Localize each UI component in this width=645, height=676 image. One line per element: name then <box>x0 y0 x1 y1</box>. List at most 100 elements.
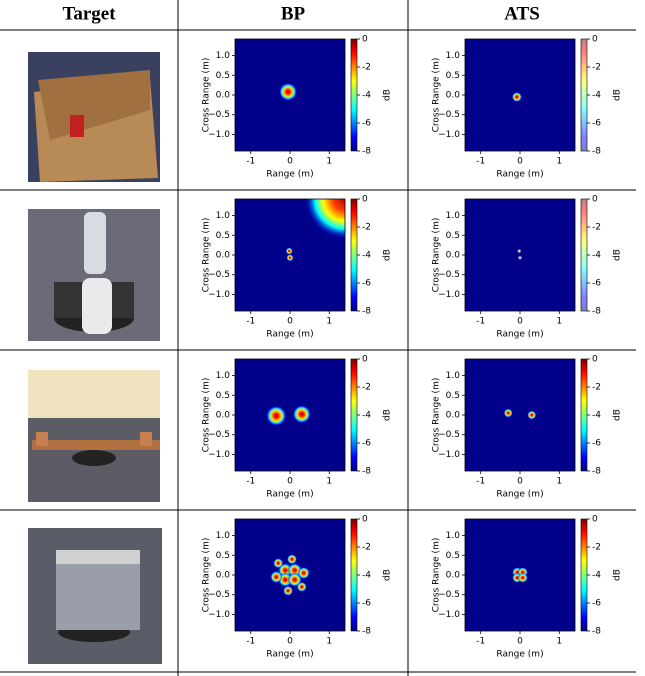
y-tick-label: 1.0 <box>216 371 231 381</box>
x-axis-label: Range (m) <box>266 490 313 500</box>
colorbar-tick-label: -2 <box>592 383 601 393</box>
heatmap-background <box>235 359 345 471</box>
colorbar <box>351 519 357 631</box>
y-tick-label: 0.5 <box>216 551 230 561</box>
y-tick-label: 1.0 <box>216 51 231 61</box>
y-axis-label: Cross Range (m) <box>432 58 442 133</box>
y-tick-label: 0.5 <box>446 551 460 561</box>
colorbar-tick-label: 0 <box>362 195 368 205</box>
x-tick-label: -1 <box>246 317 255 327</box>
y-tick-label: −0.5 <box>208 430 230 440</box>
y-axis-label: Cross Range (m) <box>202 58 212 133</box>
colorbar-tick-label: -4 <box>592 251 601 261</box>
x-axis-label: Range (m) <box>266 330 313 340</box>
x-axis-label: Range (m) <box>266 170 313 180</box>
target-blob <box>273 558 284 569</box>
colorbar-label: dB <box>383 409 393 421</box>
colorbar-tick-label: -4 <box>592 91 601 101</box>
heatmap-image <box>235 39 345 151</box>
colorbar-tick-label: -2 <box>362 223 371 233</box>
colorbar-tick-label: -8 <box>362 307 371 317</box>
colorbar-tick-label: -6 <box>362 599 371 609</box>
colorbar-tick-label: -4 <box>592 411 601 421</box>
target-blob <box>285 247 293 255</box>
target-blob <box>270 570 283 583</box>
y-tick-label: −1.0 <box>438 290 460 300</box>
heatmap-plot: -1 0 1 1.0 0.5 0.0 −0.5 −1.0 Range (m) Cross Rang… <box>432 35 623 180</box>
colorbar-tick-label: -8 <box>362 627 371 637</box>
target-blob <box>517 255 523 261</box>
y-tick-label: 0.5 <box>216 391 230 401</box>
colorbar-label: dB <box>613 409 623 421</box>
colorbar-tick-label: -4 <box>592 571 601 581</box>
heatmap-plot: -1 0 1 1.0 0.5 0.0 −0.5 −1.0 Range (m) Cross Rang… <box>202 35 393 180</box>
x-tick-label: 0 <box>287 157 293 167</box>
colorbar-tick-label: -4 <box>362 411 371 421</box>
colorbar-label: dB <box>383 89 393 101</box>
colorbar-tick-label: -8 <box>592 467 601 477</box>
heatmap-image <box>235 199 345 311</box>
colorbar <box>581 39 587 151</box>
x-tick-label: -1 <box>476 317 485 327</box>
heatmap-plot: -1 0 1 1.0 0.5 0.0 −0.5 −1.0 Range (m) Cross Rang… <box>202 355 393 500</box>
x-tick-label: 1 <box>556 637 562 647</box>
y-tick-label: 1.0 <box>216 531 231 541</box>
colorbar <box>351 359 357 471</box>
y-tick-label: −0.5 <box>208 590 230 600</box>
photo-rod <box>28 370 160 502</box>
x-tick-label: 1 <box>326 477 332 487</box>
y-tick-label: 0.0 <box>446 91 461 101</box>
colorbar-label: dB <box>383 569 393 581</box>
y-tick-label: 0.5 <box>446 391 460 401</box>
colorbar-tick-label: -6 <box>362 279 371 289</box>
heatmap-image <box>465 519 575 631</box>
x-tick-label: 1 <box>326 317 332 327</box>
y-axis-label: Cross Range (m) <box>202 538 212 613</box>
colorbar-tick-label: 0 <box>592 355 598 365</box>
colorbar-tick-label: 0 <box>362 355 368 365</box>
target-blob <box>503 408 513 418</box>
colorbar-tick-label: -8 <box>362 147 371 157</box>
colorbar-label: dB <box>613 89 623 101</box>
y-tick-label: −1.0 <box>208 290 230 300</box>
heatmap-plot: -1 0 1 1.0 0.5 0.0 −0.5 −1.0 Range (m) Cross Rang… <box>202 195 393 340</box>
y-axis-label: Cross Range (m) <box>432 378 442 453</box>
y-tick-label: 1.0 <box>446 371 461 381</box>
y-tick-label: −0.5 <box>438 430 460 440</box>
x-axis-label: Range (m) <box>496 170 543 180</box>
y-tick-label: 0.5 <box>216 231 230 241</box>
x-tick-label: 0 <box>517 477 523 487</box>
x-tick-label: -1 <box>476 637 485 647</box>
target-blob <box>292 405 311 424</box>
x-tick-label: 1 <box>556 157 562 167</box>
header: BP <box>281 3 306 24</box>
y-tick-label: −1.0 <box>208 450 230 460</box>
y-tick-label: −1.0 <box>208 130 230 140</box>
y-tick-label: −0.5 <box>438 590 460 600</box>
colorbar-tick-label: -2 <box>592 543 601 553</box>
x-tick-label: -1 <box>246 157 255 167</box>
x-tick-label: -1 <box>476 477 485 487</box>
target-blob <box>517 572 528 583</box>
target-blob <box>527 410 537 420</box>
heatmap-image <box>235 519 345 631</box>
x-tick-label: 1 <box>326 637 332 647</box>
photo-box-turntable <box>28 528 162 664</box>
y-tick-label: −0.5 <box>438 270 460 280</box>
y-tick-label: 0.0 <box>216 411 231 421</box>
target-blob <box>266 405 287 426</box>
colorbar-tick-label: -6 <box>592 439 601 449</box>
x-tick-label: -1 <box>476 157 485 167</box>
y-axis-label: Cross Range (m) <box>202 218 212 293</box>
colorbar <box>351 199 357 311</box>
x-tick-label: 0 <box>517 317 523 327</box>
y-tick-label: −0.5 <box>438 110 460 120</box>
y-tick-label: −1.0 <box>438 450 460 460</box>
y-tick-label: 0.5 <box>446 231 460 241</box>
colorbar-tick-label: 0 <box>592 35 598 45</box>
colorbar-tick-label: -2 <box>592 63 601 73</box>
target-blob <box>511 91 522 102</box>
colorbar-tick-label: 0 <box>362 515 368 525</box>
sidelobe <box>305 199 345 239</box>
